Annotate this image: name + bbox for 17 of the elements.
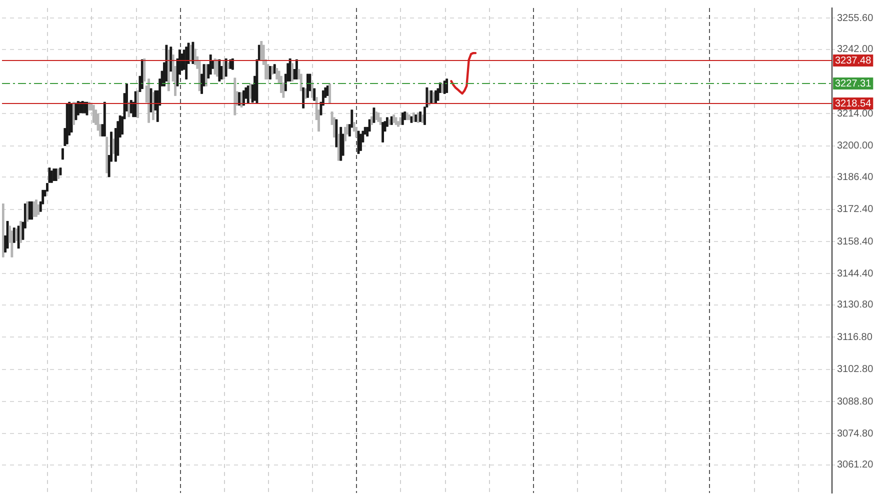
y-tick-label: 3255.60 <box>837 12 874 24</box>
y-tick-label: 3172.40 <box>837 204 874 216</box>
ref-line-label: 3227.31 <box>835 78 872 90</box>
y-tick-label: 3088.80 <box>837 396 874 408</box>
ref-line-label: 3237.48 <box>835 55 872 66</box>
y-tick-label: 3200.00 <box>837 140 874 152</box>
y-tick-label: 3158.40 <box>837 236 874 248</box>
y-tick-label: 3144.40 <box>837 268 874 280</box>
y-tick-label: 3074.80 <box>837 428 874 440</box>
y-tick-label: 3130.80 <box>837 300 874 311</box>
ref-line-label: 3218.54 <box>835 98 872 110</box>
y-tick-label: 3116.80 <box>837 332 873 343</box>
y-tick-label: 3102.80 <box>837 364 874 376</box>
y-tick-label: 3242.00 <box>837 44 874 56</box>
y-tick-label: 3061.20 <box>837 460 874 471</box>
y-tick-label: 3214.00 <box>837 108 874 120</box>
y-tick-label: 3186.40 <box>837 172 874 183</box>
